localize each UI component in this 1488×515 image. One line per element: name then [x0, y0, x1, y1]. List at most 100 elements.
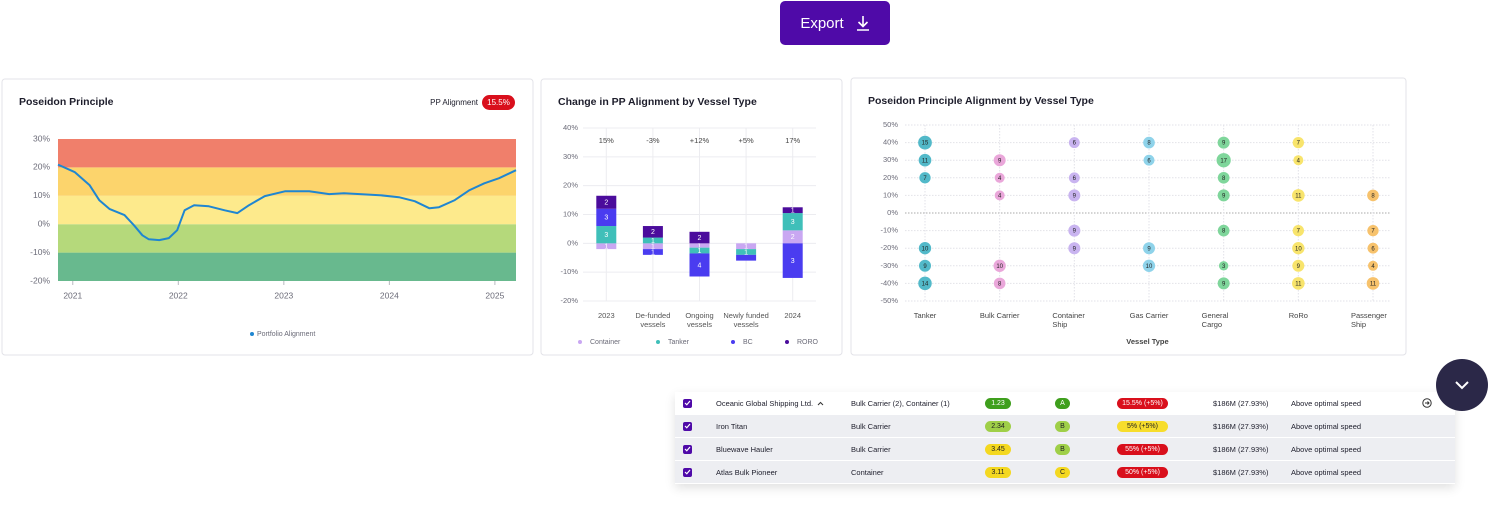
bubble-label: 10: [996, 264, 1003, 270]
bubble: [1292, 189, 1305, 202]
bubble-label: 9: [1297, 264, 1301, 270]
bubble: [1367, 189, 1379, 202]
bubble-label: 11: [1370, 281, 1377, 287]
bar-annotation: +12%: [690, 136, 710, 145]
exposure: $186M (27.93%): [1213, 444, 1269, 454]
bubble: [1143, 154, 1155, 166]
bar-segment: [736, 254, 757, 261]
bubble: [1142, 259, 1156, 272]
bar-segment: [596, 226, 617, 244]
open-link[interactable]: [1422, 392, 1432, 414]
badge: [482, 95, 515, 110]
alignment-band: [58, 224, 516, 253]
segment-count: 1: [604, 244, 608, 251]
download-icon: [856, 16, 869, 31]
bar-segment: [689, 231, 710, 244]
segment-count: 3: [604, 215, 608, 222]
y-tick-label: 30%: [883, 155, 898, 164]
bar-segment: [642, 226, 663, 238]
segment-count: 1: [651, 244, 655, 251]
bubble: [1217, 189, 1230, 202]
score-badge: 3.45: [985, 443, 1011, 455]
segment-count: 2: [651, 229, 655, 236]
bubble: [1217, 277, 1230, 290]
exposure: $186M (27.93%): [1213, 467, 1269, 477]
x-tick-label: Container Ship: [1052, 311, 1085, 329]
company-table: Oceanic Global Shipping Ltd. Bulk Carrier…: [675, 392, 1455, 484]
bubble-label: 8: [1222, 229, 1226, 235]
grade-badge-cell: B: [1055, 415, 1070, 437]
x-tick-label: Bulk Carrier: [979, 311, 1020, 320]
grade-badge: B: [1055, 443, 1070, 455]
y-tick-label: 10%: [563, 209, 578, 218]
x-tick-label: Tanker: [913, 311, 937, 320]
company-name-text: Iron Titan: [716, 421, 748, 431]
bubble-label: 10: [1295, 246, 1302, 252]
legend-label: Container: [590, 339, 621, 346]
x-tick-label: General Cargo: [1201, 311, 1229, 329]
grade-badge: A: [1055, 397, 1070, 409]
grade-badge-cell: B: [1055, 438, 1070, 460]
check-icon: [684, 400, 691, 406]
table-row: Atlas Bulk Pioneer Container 3.11 C 50% (+5%…: [675, 461, 1455, 484]
x-tick-label: 2022: [169, 290, 188, 300]
y-tick-label: 20%: [33, 162, 50, 172]
alignment-band: [58, 139, 516, 168]
bubble: [1293, 155, 1304, 166]
bubble: [1367, 224, 1379, 237]
segment-count: 1: [791, 208, 795, 215]
chevron-up-icon[interactable]: [817, 401, 824, 406]
x-tick-label: Ongoing vessels: [685, 311, 714, 329]
bubble-label: 6: [1073, 176, 1077, 182]
segment-count: 1: [651, 238, 655, 245]
bubble-label: 11: [1295, 193, 1302, 199]
y-tick-label: -10%: [560, 267, 578, 276]
bubble: [1217, 171, 1230, 184]
grade-badge-cell: C: [1055, 461, 1070, 483]
company-name: Oceanic Global Shipping Ltd.: [716, 392, 824, 414]
alignment-badge: 50% (+5%): [1117, 466, 1168, 478]
bar-segment: [596, 208, 617, 227]
score-badge: 2.34: [985, 420, 1011, 432]
bar-segment: [596, 195, 617, 209]
bubble-label: 8: [1371, 193, 1375, 199]
score-badge-cell: 1.23: [985, 392, 1011, 414]
chart-title: Poseidon Principle: [19, 96, 114, 108]
collapse-button[interactable]: [1436, 359, 1488, 411]
bubble-label: 3: [1222, 264, 1226, 270]
export-label: Export: [800, 14, 844, 32]
checkbox[interactable]: [683, 438, 692, 460]
alignment-badge: 5% (+5%): [1117, 420, 1168, 432]
bubble: [1143, 242, 1155, 255]
alignment-badge-cell: 5% (+5%): [1117, 415, 1168, 437]
segment-count: 2: [791, 234, 795, 241]
y-tick-label: 40%: [563, 123, 578, 132]
card: [540, 78, 843, 356]
bubble-label: 9: [1073, 229, 1077, 235]
y-tick-label: 20%: [883, 173, 898, 182]
checkbox[interactable]: [683, 392, 692, 414]
checkbox[interactable]: [683, 415, 692, 437]
checkbox[interactable]: [683, 461, 692, 483]
alignment-badge: 55% (+5%): [1117, 443, 1168, 455]
company-name-text: Bluewave Hauler: [716, 444, 773, 454]
vessel-types: Container: [851, 467, 884, 477]
legend-label: Tanker: [668, 339, 690, 346]
bar-segment: [642, 237, 663, 244]
bubble-label: 9: [1073, 193, 1077, 199]
checkbox-box: [683, 398, 692, 408]
y-tick-label: -10%: [30, 247, 50, 257]
bubble-label: 6: [1147, 158, 1151, 164]
bubble: [1143, 136, 1155, 149]
bubble-label: 9: [1147, 246, 1151, 252]
check-icon: [684, 469, 691, 475]
bubble: [918, 242, 932, 255]
export-button[interactable]: Export: [780, 1, 890, 45]
y-tick-label: -20%: [880, 243, 898, 252]
bubble: [918, 135, 932, 150]
card: [850, 77, 1407, 356]
bubble-label: 4: [998, 176, 1002, 182]
legend-marker: [656, 340, 660, 344]
bubble-label: 9: [1222, 193, 1226, 199]
